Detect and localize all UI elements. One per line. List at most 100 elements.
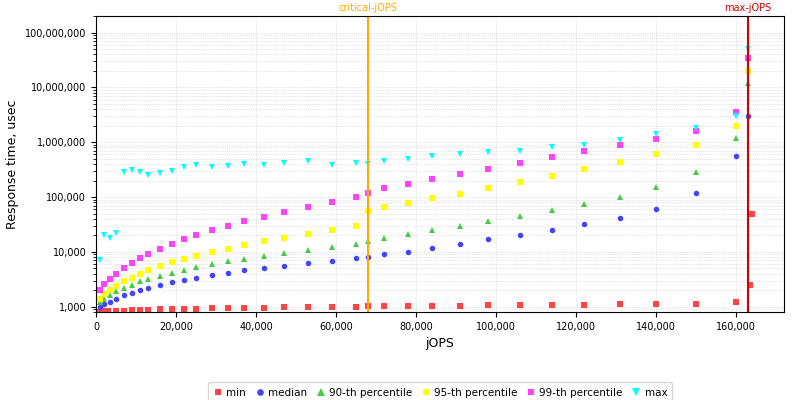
99-th percentile [731,110,741,115]
90-th percentile [427,228,437,232]
median [547,228,557,232]
median [135,288,145,292]
median [95,304,105,309]
95-th percentile [363,209,373,214]
90-th percentile [99,296,109,301]
99-th percentile [106,276,115,281]
99-th percentile [651,136,661,141]
90-th percentile [615,195,625,200]
99-th percentile [179,237,189,242]
max [363,162,373,166]
Line: min: min [98,211,754,318]
median [379,252,389,257]
min [427,303,437,308]
99-th percentile [579,149,589,154]
95-th percentile [127,275,137,280]
95-th percentile [223,246,233,251]
90-th percentile [651,185,661,190]
Line: max: max [97,46,751,264]
max [135,170,145,175]
90-th percentile [515,213,525,218]
95-th percentile [579,167,589,172]
min [691,302,701,306]
95-th percentile [303,232,313,236]
90-th percentile [135,279,145,284]
median [223,270,233,275]
Text: critical-jOPS: critical-jOPS [338,3,398,13]
95-th percentile [143,268,153,272]
99-th percentile [135,256,145,261]
max [106,236,115,240]
99-th percentile [111,271,121,276]
99-th percentile [167,242,177,246]
99-th percentile [155,246,165,251]
median [351,256,361,261]
95-th percentile [239,243,249,248]
99-th percentile [691,128,701,133]
95-th percentile [191,253,201,258]
99-th percentile [403,181,413,186]
90-th percentile [111,289,121,294]
min [403,304,413,308]
90-th percentile [379,236,389,240]
99-th percentile [547,155,557,160]
median [106,300,115,305]
Line: median: median [98,113,750,310]
median [279,263,289,268]
95-th percentile [403,200,413,205]
95-th percentile [155,264,165,268]
max [303,159,313,164]
max [743,47,753,52]
max [279,160,289,165]
90-th percentile [351,242,361,246]
95-th percentile [615,160,625,165]
95-th percentile [135,271,145,276]
median [579,222,589,226]
90-th percentile [691,170,701,175]
max [111,231,121,236]
95-th percentile [207,250,217,254]
95-th percentile [167,260,177,265]
99-th percentile [191,233,201,238]
median [427,245,437,250]
95-th percentile [427,196,437,201]
99-th percentile [743,55,753,60]
99-th percentile [483,166,493,171]
95-th percentile [106,288,115,292]
median [731,154,741,159]
min [127,308,137,313]
95-th percentile [327,228,337,232]
max [259,163,269,168]
95-th percentile [651,152,661,157]
median [127,290,137,295]
min [651,302,661,307]
min [743,313,753,318]
90-th percentile [363,238,373,243]
99-th percentile [259,214,269,219]
min [119,308,129,313]
90-th percentile [223,259,233,264]
99-th percentile [515,161,525,166]
min [351,304,361,309]
99-th percentile [327,200,337,205]
99-th percentile [455,172,465,176]
max [155,171,165,176]
min [615,302,625,307]
95-th percentile [179,257,189,262]
min [143,307,153,312]
max [95,258,105,263]
max [379,159,389,164]
min [515,303,525,308]
max [191,163,201,168]
min [223,306,233,310]
median [303,261,313,266]
min [455,303,465,308]
95-th percentile [259,239,269,244]
median [191,275,201,280]
90-th percentile [327,244,337,249]
90-th percentile [303,247,313,252]
90-th percentile [455,223,465,228]
max [403,156,413,161]
min [103,309,113,314]
99-th percentile [95,288,105,292]
